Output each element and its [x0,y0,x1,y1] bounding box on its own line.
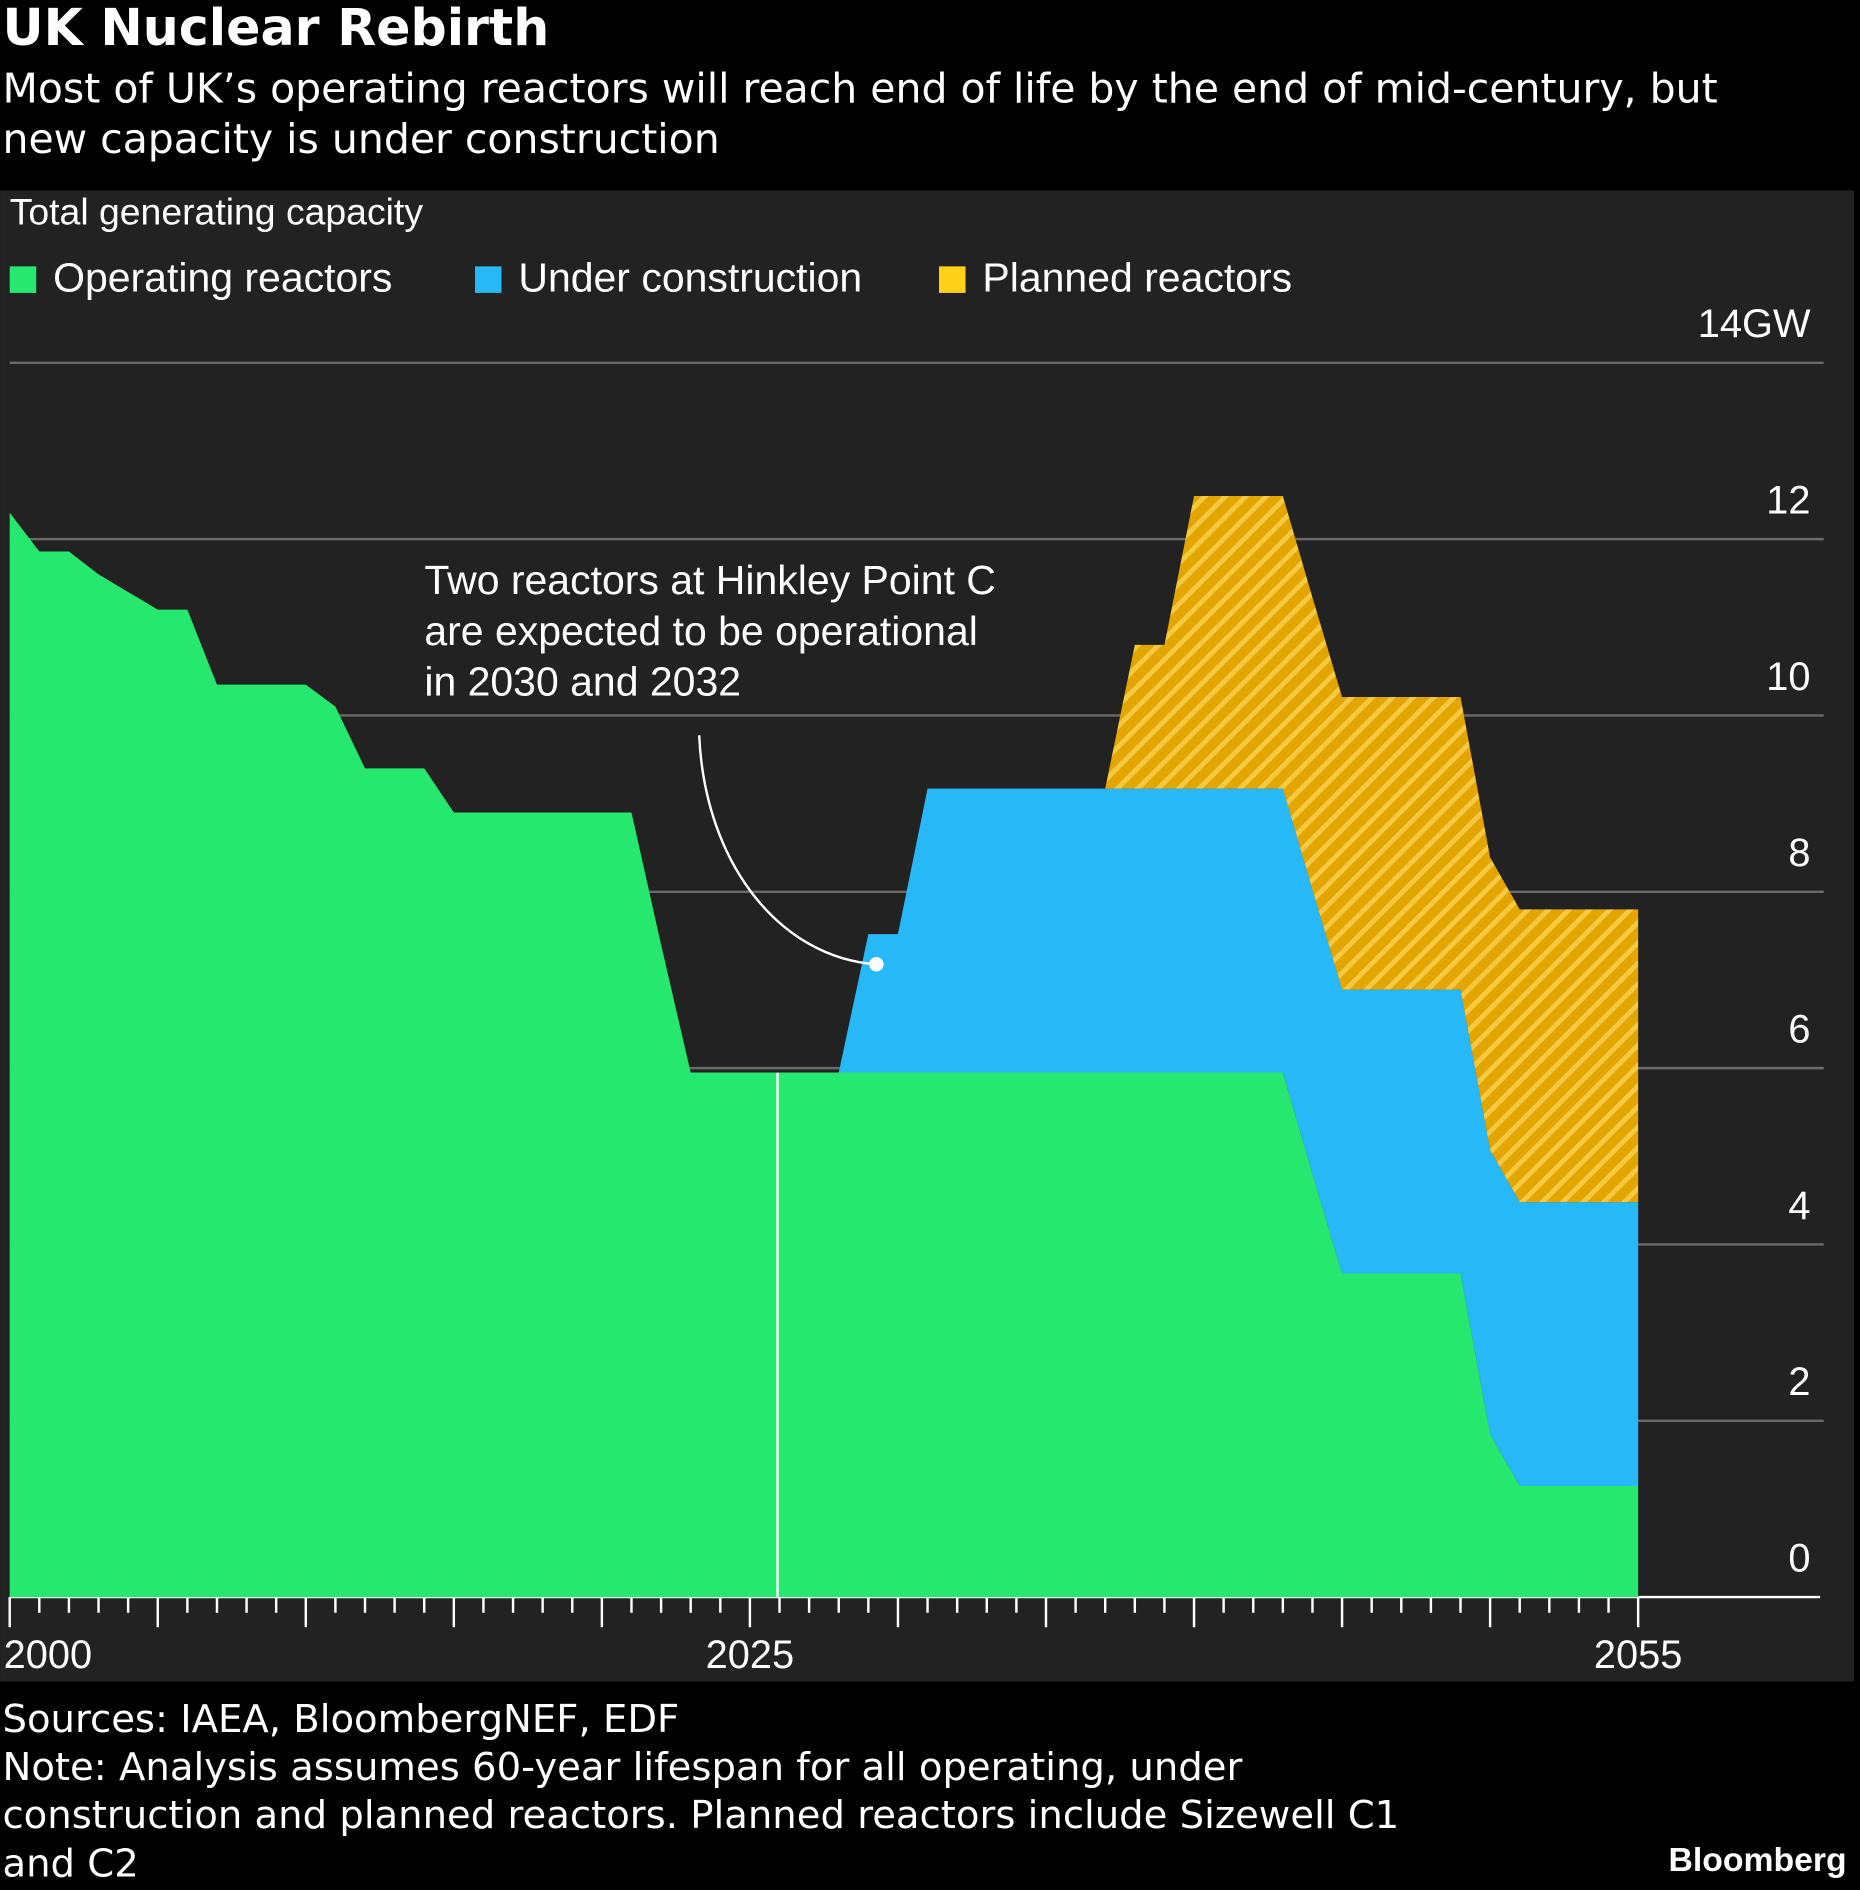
areas [9,495,1639,1598]
note: and C2 [2,1841,138,1886]
x-tick-label: 2055 [1594,1633,1682,1677]
brand: Bloomberg [1669,1841,1847,1879]
subtitle: new capacity is under construction [2,115,719,163]
y-tick-label: 12 [1766,478,1810,522]
annotation-dot [869,957,884,972]
legend-label: Operating reactors [53,255,392,301]
legend-label: Under construction [518,255,862,301]
y-tick-label: 0 [1788,1536,1810,1580]
source: Sources: IAEA, BloombergNEF, EDF [2,1697,679,1742]
annotation: Two reactors at Hinkley Point C [424,557,996,603]
x-tick-label: 2000 [4,1633,92,1677]
y-tick-label: 14GW [1698,302,1811,346]
y-tick-label: 6 [1788,1007,1810,1051]
y-tick-label: 4 [1788,1184,1810,1228]
subtitle: Most of UK’s operating reactors will rea… [2,65,1717,113]
area [9,512,1639,1598]
note: Note: Analysis assumes 60-year lifespan … [2,1745,1242,1790]
legend-swatch [9,266,37,293]
y-tick-label: 8 [1788,831,1810,875]
legend-label: Planned reactors [982,255,1292,301]
area [9,495,1639,1203]
legend-swatch [474,266,502,293]
x-tick-label: 2025 [706,1633,794,1677]
annotation: in 2030 and 2032 [424,658,741,704]
y-axis-label: Total generating capacity [10,190,424,232]
area [9,512,1639,1487]
legend-swatch [939,266,966,293]
overlay: Two reactors at Hinkley Point C are expe… [4,255,1683,1677]
annotation-arrow [697,735,877,966]
y-tick-label: 10 [1766,655,1810,699]
note: construction and planned reactors. Plann… [2,1793,1399,1838]
y-tick-label: 2 [1788,1360,1810,1404]
annotation: are expected to be operational [424,608,977,654]
chart-title: UK Nuclear Rebirth [2,0,549,57]
